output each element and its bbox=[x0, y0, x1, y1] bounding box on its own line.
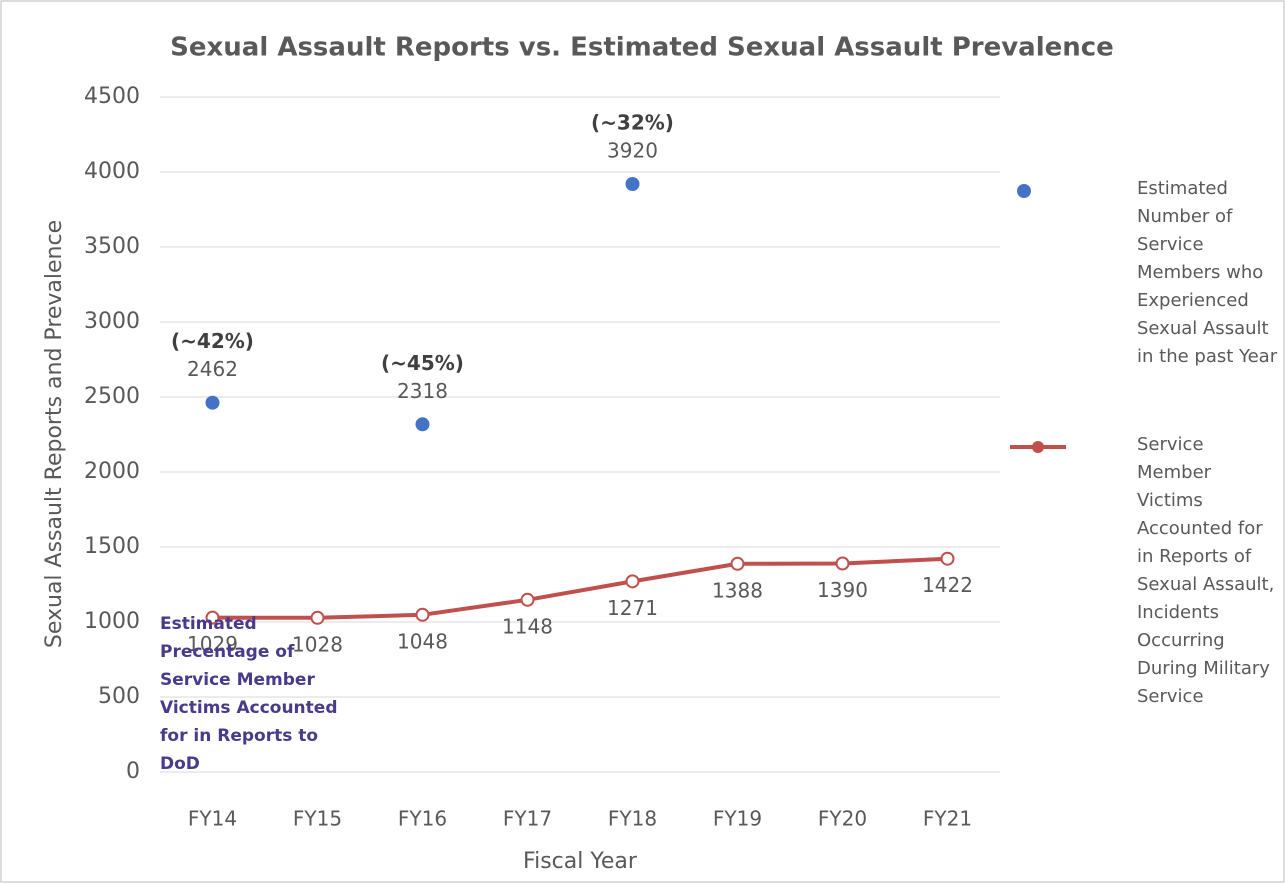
x-tick-label: FY21 bbox=[923, 807, 972, 831]
line-marker bbox=[520, 592, 535, 607]
data-label: 1390 bbox=[817, 578, 868, 602]
y-axis-title: Sexual Assault Reports and Prevalence bbox=[42, 220, 67, 648]
series-line bbox=[212, 556, 948, 620]
swatch-dot bbox=[1032, 441, 1044, 453]
swatch-dot bbox=[1017, 184, 1031, 198]
x-tick-label: FY16 bbox=[398, 807, 447, 831]
y-tick-label: 4000 bbox=[84, 159, 140, 184]
data-label: 1388 bbox=[712, 578, 763, 602]
y-tick-label: 3500 bbox=[84, 234, 140, 259]
annotation: (~42%) bbox=[171, 329, 254, 353]
legend-item: Service Member Victims Accounted for in … bbox=[1010, 431, 1280, 711]
legend: Estimated Number of Service Members who … bbox=[1010, 175, 1280, 771]
line-marker bbox=[835, 556, 850, 571]
line-marker bbox=[310, 610, 325, 625]
x-tick-label: FY20 bbox=[818, 807, 867, 831]
y-tick-label: 2000 bbox=[84, 459, 140, 484]
data-label: 1028 bbox=[292, 632, 343, 656]
x-tick-label: FY17 bbox=[503, 807, 552, 831]
line-marker bbox=[205, 610, 220, 625]
data-label: 2318 bbox=[397, 379, 448, 403]
line-marker bbox=[415, 607, 430, 622]
data-label: 3920 bbox=[607, 139, 658, 163]
x-axis-title: Fiscal Year bbox=[523, 849, 638, 874]
annotation: (~45%) bbox=[381, 351, 464, 375]
y-tick-label: 500 bbox=[98, 684, 140, 709]
x-tick-label: FY15 bbox=[293, 807, 342, 831]
x-tick-label: FY14 bbox=[188, 807, 237, 831]
x-tick-label: FY19 bbox=[713, 807, 762, 831]
data-label: 2462 bbox=[187, 357, 238, 381]
note: Estimated Precentage of Service Member V… bbox=[160, 614, 338, 774]
legend-text: Estimated Number of Service Members who … bbox=[1137, 178, 1278, 367]
y-tick-label: 1000 bbox=[84, 609, 140, 634]
data-point bbox=[415, 417, 430, 432]
data-point bbox=[625, 177, 640, 191]
y-tick-label: 2500 bbox=[84, 384, 140, 409]
data-point bbox=[205, 395, 220, 410]
line-marker bbox=[940, 551, 955, 566]
data-label: 1048 bbox=[397, 629, 448, 653]
y-tick-label: 4500 bbox=[84, 84, 140, 109]
y-tick-label: 0 bbox=[126, 759, 140, 784]
data-label: 1271 bbox=[607, 596, 658, 620]
line-marker bbox=[730, 556, 745, 571]
x-tick-label: FY18 bbox=[608, 807, 657, 831]
data-label: 1422 bbox=[922, 573, 973, 597]
data-label: 1148 bbox=[502, 614, 553, 638]
legend-swatch bbox=[1017, 184, 1031, 198]
legend-text: Service Member Victims Accounted for in … bbox=[1137, 434, 1275, 707]
annotation: (~32%) bbox=[591, 111, 674, 135]
y-tick-label: 1500 bbox=[84, 534, 140, 559]
y-tick-label: 3000 bbox=[84, 309, 140, 334]
legend-item: Estimated Number of Service Members who … bbox=[1010, 175, 1280, 371]
legend-swatch bbox=[1010, 441, 1066, 453]
line-marker bbox=[625, 574, 640, 589]
chart-title: Sexual Assault Reports vs. Estimated Sex… bbox=[170, 33, 1114, 63]
data-label: 1029 bbox=[187, 632, 238, 656]
